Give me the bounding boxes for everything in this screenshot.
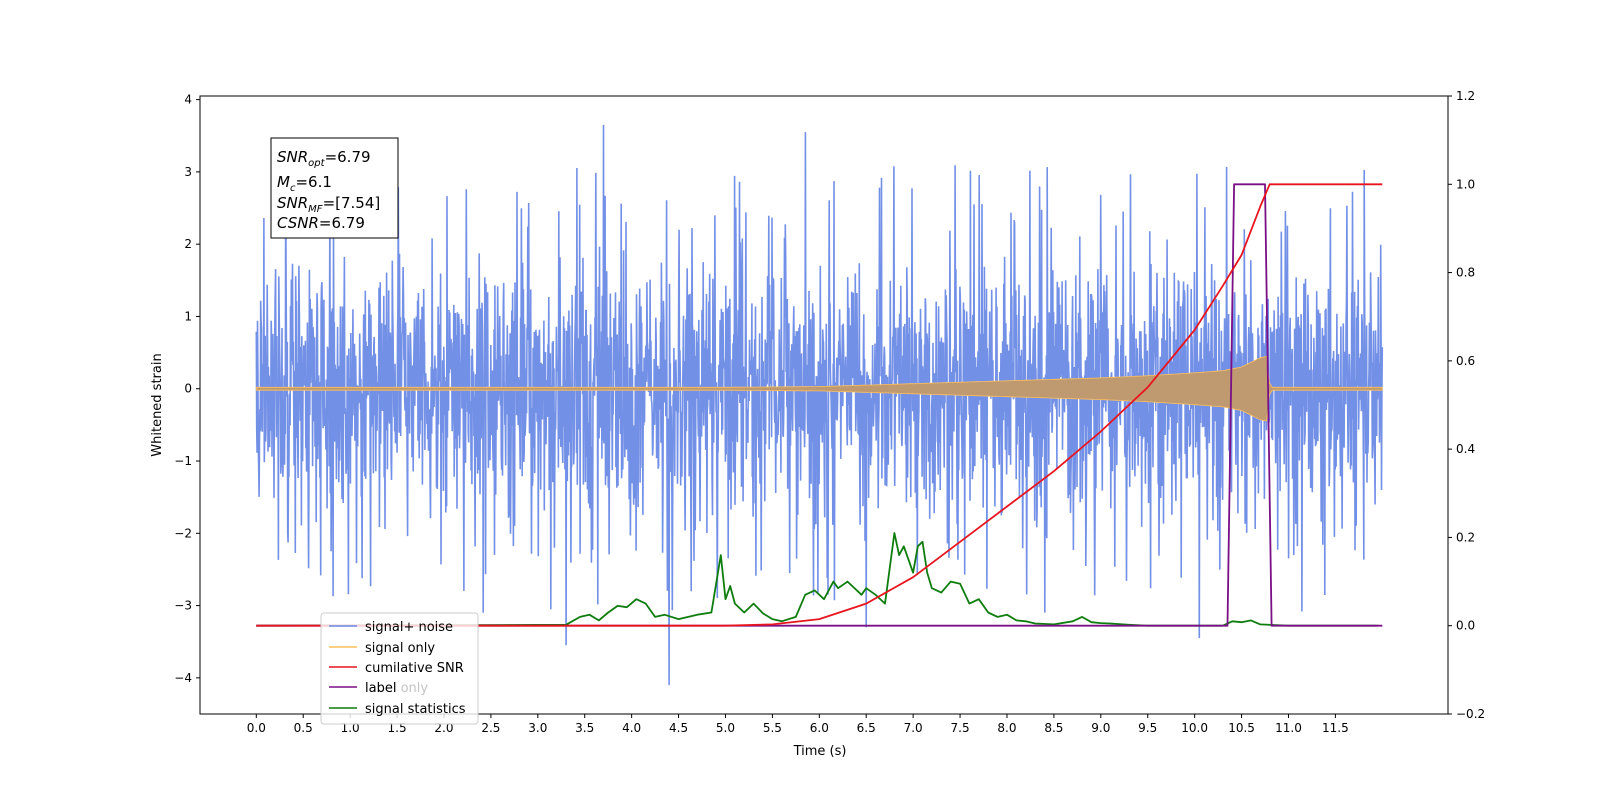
y-tick-label: −1 (174, 454, 192, 468)
x-axis: 0.0 0.5 1.0 1.5 2.0 2.5 3.0 3.5 4.0 4.5 5.0 5.5 6.0 6… (247, 714, 1349, 735)
y-tick-label: −3 (174, 599, 192, 613)
x-tick-label: 10.5 (1228, 721, 1255, 735)
y-tick-label: 4 (184, 93, 192, 107)
legend-label-signal-statistics: signal statistics (365, 702, 466, 717)
x-tick-label: 9.0 (1091, 721, 1110, 735)
x-tick-label: 0.5 (294, 721, 313, 735)
legend-entry-signal-statistics: signal statistics (329, 702, 466, 717)
legend-label-signal-only: signal only (365, 641, 435, 656)
y2-tick-label: 0.8 (1456, 266, 1475, 280)
x-tick-label: 3.5 (575, 721, 594, 735)
x-tick-label: 4.0 (622, 721, 641, 735)
x-tick-label: 6.5 (857, 721, 876, 735)
y-tick-label: −2 (174, 526, 192, 540)
y-tick-label: −4 (174, 671, 192, 685)
annotation-line-mc: Mc=6.1 (277, 173, 332, 194)
legend-label-label: label (365, 681, 396, 696)
y2-tick-label: −0.2 (1456, 707, 1485, 721)
x-tick-label: 7.5 (951, 721, 970, 735)
legend-label-cumilative-snr: cumilative SNR (365, 661, 464, 676)
series-layer (255, 124, 1384, 686)
y2-tick-label: 0.0 (1456, 619, 1475, 633)
x-tick-label: 3.0 (528, 721, 547, 735)
y-axis-label: Whitened strain (150, 353, 165, 456)
y-tick-label: 3 (184, 165, 192, 179)
y2-tick-label: 0.6 (1456, 354, 1475, 368)
y-tick-label: 2 (184, 237, 192, 251)
annotation-line-csnr: CSNR=6.79 (277, 214, 365, 232)
legend-label-label-only-ghost: label only (365, 681, 428, 696)
annotation-frame (270, 137, 399, 239)
legend-frame (320, 612, 479, 725)
x-tick-label: 7.0 (904, 721, 923, 735)
x-tick-label: 4.5 (669, 721, 688, 735)
legend-entry-label: label only label (329, 681, 428, 696)
x-tick-label: 0.0 (247, 721, 266, 735)
y2-tick-label: 1.2 (1456, 89, 1475, 103)
annotation-line-snr-opt: SNRopt=6.79 (277, 148, 371, 169)
plot-frame (199, 95, 1449, 715)
y-tick-label: 1 (184, 309, 192, 323)
legend-label-signal-noise: signal+ noise (365, 620, 453, 635)
y-axis-right: 1.2 1.0 0.8 0.6 0.4 0.2 0.0 −0.2 (1448, 89, 1485, 721)
y2-tick-label: 0.2 (1456, 530, 1475, 544)
annotation-box: SNRopt=6.79 Mc=6.1 SNRMF=[7.54] CSNR=6.7… (270, 137, 399, 239)
legend-entry-signal-noise: signal+ noise (329, 620, 453, 635)
x-tick-label: 5.0 (716, 721, 735, 735)
y-axis-left: 4 3 2 1 0 −1 −2 −3 −4 (174, 93, 200, 685)
x-tick-label: 9.5 (1138, 721, 1157, 735)
legend: signal+ noise signal only cumilative SNR… (320, 612, 479, 725)
legend-entry-cumilative-snr: cumilative SNR (329, 661, 464, 676)
x-axis-label: Time (s) (793, 744, 847, 759)
x-tick-label: 6.0 (810, 721, 829, 735)
x-tick-label: 11.0 (1275, 721, 1302, 735)
x-tick-label: 2.5 (481, 721, 500, 735)
x-tick-label: 11.5 (1322, 721, 1349, 735)
annotation-line-snr-mf: SNRMF=[7.54] (277, 194, 380, 215)
x-tick-label: 10.0 (1181, 721, 1208, 735)
series-cumilative-snr (256, 183, 1383, 627)
legend-entry-signal-only: signal only (329, 641, 435, 656)
y2-tick-label: 1.0 (1456, 177, 1475, 191)
x-tick-label: 5.5 (763, 721, 782, 735)
x-tick-label: 8.0 (997, 721, 1016, 735)
y-tick-label: 0 (184, 382, 192, 396)
series-signal-noise (255, 124, 1384, 686)
series-signal-statistics (256, 532, 1378, 627)
y2-tick-label: 0.4 (1456, 442, 1475, 456)
x-tick-label: 8.5 (1044, 721, 1063, 735)
series-signal-only (255, 355, 1383, 422)
series-label (256, 183, 1383, 627)
